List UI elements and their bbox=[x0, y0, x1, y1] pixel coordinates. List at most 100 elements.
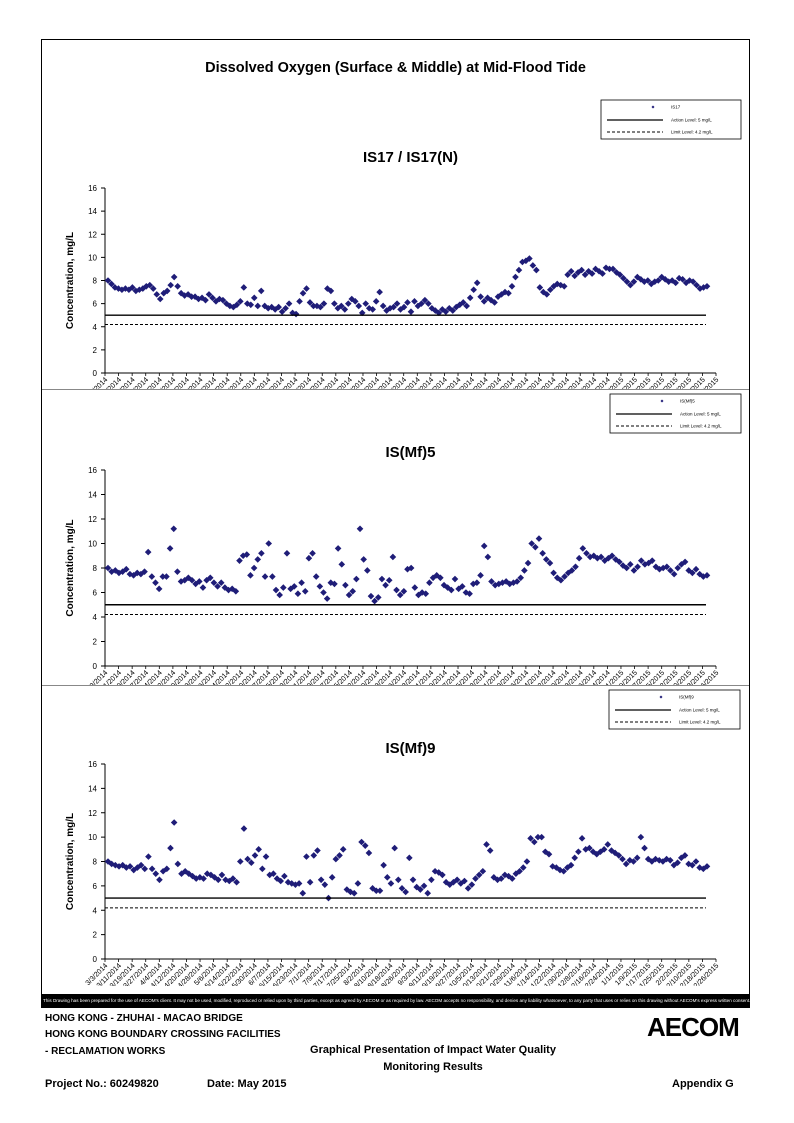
data-point bbox=[652, 563, 660, 571]
data-point bbox=[586, 844, 593, 852]
data-point bbox=[637, 833, 645, 841]
appendix-label: Appendix G bbox=[672, 1078, 734, 1090]
data-point bbox=[477, 572, 484, 579]
data-point bbox=[568, 567, 576, 574]
data-point bbox=[679, 276, 686, 283]
data-point bbox=[619, 855, 626, 863]
data-point bbox=[523, 858, 531, 865]
data-point bbox=[700, 284, 707, 291]
data-point bbox=[159, 573, 167, 580]
data-point bbox=[153, 291, 161, 298]
data-point bbox=[505, 289, 512, 297]
chart-title: IS(Mf)5 bbox=[386, 444, 436, 461]
data-point bbox=[634, 563, 641, 571]
data-point bbox=[360, 556, 367, 563]
y-tick-label: 16 bbox=[88, 466, 97, 475]
data-point bbox=[597, 553, 605, 561]
disclaimer-bar: This Drawing has been prepared for the u… bbox=[41, 994, 750, 1008]
data-point bbox=[385, 576, 393, 584]
data-point bbox=[426, 579, 433, 586]
data-point bbox=[609, 265, 617, 273]
data-point bbox=[275, 303, 282, 311]
data-point bbox=[578, 266, 585, 274]
data-point bbox=[356, 525, 364, 533]
data-point bbox=[466, 294, 474, 302]
data-point bbox=[389, 553, 397, 561]
chart-title: IS17 / IS17(N) bbox=[363, 149, 458, 166]
data-point bbox=[342, 581, 349, 589]
data-point bbox=[463, 302, 471, 310]
data-point bbox=[666, 856, 674, 864]
y-tick-label: 12 bbox=[88, 230, 97, 239]
data-point bbox=[240, 284, 248, 291]
data-point bbox=[585, 267, 592, 275]
data-point bbox=[148, 865, 156, 873]
data-point bbox=[199, 584, 207, 591]
chart-title: IS(Mf)9 bbox=[386, 740, 436, 757]
data-point bbox=[303, 853, 310, 860]
data-point bbox=[451, 575, 459, 583]
data-point bbox=[571, 854, 579, 862]
data-point bbox=[545, 850, 553, 858]
data-point bbox=[404, 299, 411, 306]
data-point bbox=[364, 567, 371, 574]
data-point bbox=[393, 300, 401, 307]
data-point bbox=[209, 294, 216, 302]
data-point bbox=[344, 300, 352, 307]
data-point bbox=[372, 298, 380, 305]
data-point bbox=[626, 561, 634, 568]
data-point bbox=[428, 876, 435, 884]
data-point bbox=[122, 565, 130, 573]
data-point bbox=[606, 265, 613, 273]
data-point bbox=[393, 586, 400, 594]
data-point bbox=[148, 573, 156, 580]
data-point bbox=[561, 573, 568, 580]
data-point bbox=[578, 835, 586, 842]
data-point bbox=[152, 870, 160, 877]
data-point bbox=[349, 587, 357, 595]
data-point bbox=[477, 293, 484, 300]
data-point bbox=[387, 880, 395, 887]
data-point bbox=[320, 589, 327, 596]
panel-divider bbox=[42, 685, 749, 686]
y-tick-label: 14 bbox=[88, 784, 97, 793]
y-tick-label: 6 bbox=[93, 300, 98, 309]
data-point bbox=[345, 591, 353, 599]
data-point bbox=[449, 307, 457, 314]
description-line2: Monitoring Results bbox=[383, 1061, 483, 1073]
issue-date: Date: May 2015 bbox=[207, 1078, 287, 1090]
data-point bbox=[261, 573, 269, 580]
data-point bbox=[641, 844, 648, 852]
data-point bbox=[647, 280, 655, 288]
data-point bbox=[588, 270, 596, 277]
data-point bbox=[553, 280, 561, 288]
data-point bbox=[156, 876, 163, 884]
data-point bbox=[670, 861, 678, 869]
data-point bbox=[331, 300, 338, 307]
y-axis-label: Concentration, mg/L bbox=[65, 813, 76, 910]
y-axis-label: Concentration, mg/L bbox=[65, 232, 76, 329]
data-point bbox=[188, 293, 195, 300]
y-tick-label: 10 bbox=[88, 833, 97, 842]
data-point bbox=[689, 278, 697, 285]
data-point bbox=[327, 579, 335, 586]
data-point bbox=[703, 282, 711, 290]
data-point bbox=[437, 574, 444, 582]
data-point bbox=[243, 551, 251, 558]
y-tick-label: 6 bbox=[93, 589, 98, 598]
y-tick-label: 8 bbox=[93, 277, 98, 286]
data-point bbox=[601, 557, 609, 564]
legend-label: Action Level: 5 mg/L bbox=[679, 708, 720, 713]
data-point bbox=[440, 581, 448, 589]
data-point bbox=[285, 300, 293, 307]
data-point bbox=[108, 568, 115, 575]
data-point bbox=[433, 572, 441, 579]
data-point bbox=[404, 565, 411, 573]
data-point bbox=[205, 291, 213, 298]
data-point bbox=[202, 296, 209, 304]
data-point bbox=[586, 553, 594, 561]
data-point bbox=[539, 550, 546, 557]
data-point bbox=[305, 554, 313, 562]
data-point bbox=[532, 543, 539, 551]
data-point bbox=[237, 298, 244, 305]
